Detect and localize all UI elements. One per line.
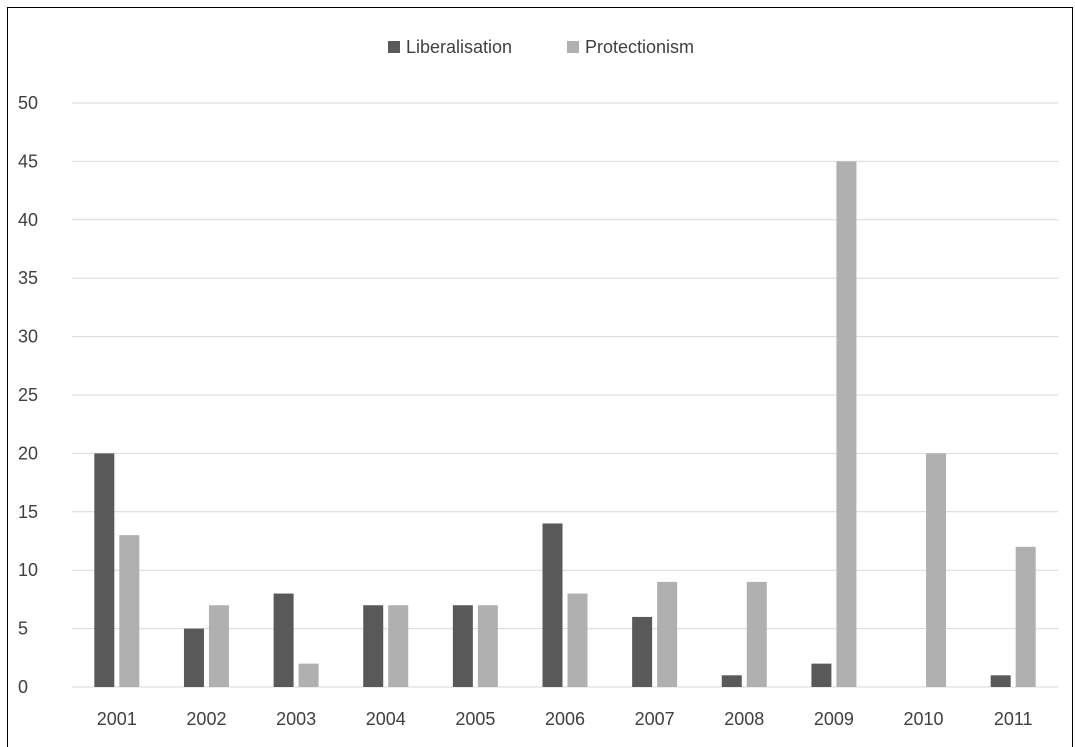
bar-liberalisation-2005 (452, 605, 473, 687)
y-tick-label-35: 35 (18, 268, 38, 288)
bar-protectionism-2008 (746, 581, 767, 687)
gridlines (72, 102, 1058, 688)
bar-protectionism-2009 (836, 161, 857, 687)
x-axis-tick-labels: 2001 2002 2003 2004 2005 2006 2007 2008 2009 2010… (97, 709, 1033, 729)
legend-swatch-liberalisation (388, 41, 400, 53)
legend-label-liberalisation: Liberalisation (406, 37, 512, 57)
bar-protectionism-2006 (567, 593, 588, 687)
bar-liberalisation-2008 (721, 675, 742, 687)
y-tick-label-10: 10 (18, 560, 38, 580)
bar-liberalisation-2001 (94, 453, 115, 687)
x-tick-label-2006: 2006 (545, 709, 585, 729)
bar-liberalisation-2011 (990, 675, 1011, 687)
y-tick-label-30: 30 (18, 327, 38, 347)
y-tick-label-45: 45 (18, 151, 38, 171)
y-tick-label-5: 5 (18, 619, 28, 639)
x-tick-label-2009: 2009 (814, 709, 854, 729)
x-tick-label-2010: 2010 (904, 709, 944, 729)
x-tick-label-2001: 2001 (97, 709, 137, 729)
legend-swatch-protectionism (567, 41, 579, 53)
y-tick-label-20: 20 (18, 443, 38, 463)
legend-label-protectionism: Protectionism (585, 37, 694, 57)
chart-frame (7, 7, 1073, 747)
x-tick-label-2008: 2008 (724, 709, 764, 729)
x-tick-label-2003: 2003 (276, 709, 316, 729)
x-tick-label-2011: 2011 (994, 709, 1033, 729)
y-tick-label-15: 15 (18, 502, 38, 522)
bar-protectionism-2010 (926, 453, 947, 687)
bar-liberalisation-2004 (363, 605, 384, 687)
legend: Liberalisation Protectionism (388, 37, 694, 57)
bar-protectionism-2005 (477, 605, 498, 687)
x-tick-label-2005: 2005 (455, 709, 495, 729)
y-tick-label-40: 40 (18, 210, 38, 230)
y-axis-tick-labels: 0 5 10 15 20 25 30 35 40 45 50 (18, 93, 38, 697)
bars (94, 161, 1036, 687)
y-tick-label-25: 25 (18, 385, 38, 405)
bar-protectionism-2011 (1015, 546, 1036, 687)
bar-liberalisation-2006 (542, 523, 563, 687)
bar-liberalisation-2003 (273, 593, 294, 687)
x-tick-label-2007: 2007 (635, 709, 675, 729)
x-tick-label-2002: 2002 (186, 709, 226, 729)
y-tick-label-0: 0 (18, 677, 28, 697)
bar-liberalisation-2002 (183, 628, 204, 687)
bar-liberalisation-2009 (811, 663, 832, 687)
bar-protectionism-2004 (388, 605, 409, 687)
x-tick-label-2004: 2004 (366, 709, 406, 729)
y-tick-label-50: 50 (18, 93, 38, 113)
bar-protectionism-2001 (119, 535, 140, 687)
bar-protectionism-2003 (298, 663, 319, 687)
bar-protectionism-2002 (208, 605, 229, 687)
bar-liberalisation-2007 (632, 616, 653, 687)
bar-protectionism-2007 (657, 581, 678, 687)
